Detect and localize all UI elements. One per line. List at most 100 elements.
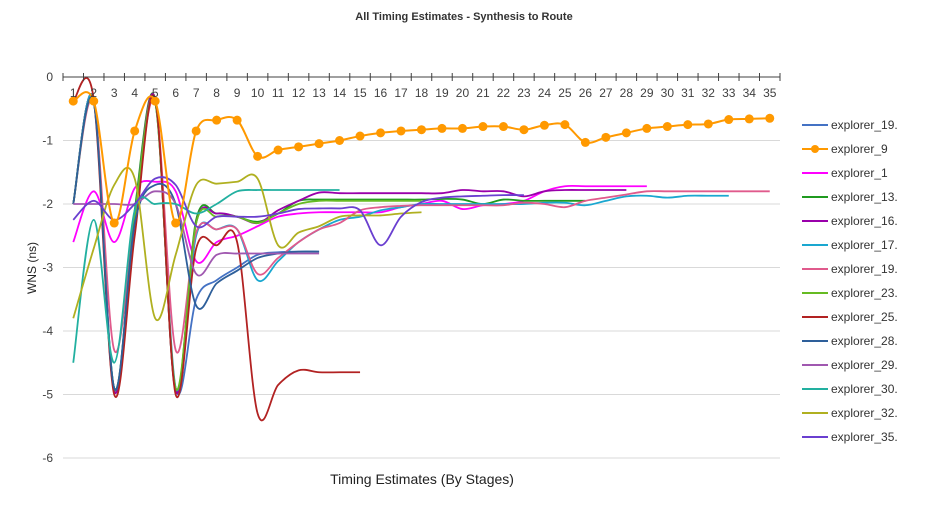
legend-item: explorer_16. (802, 214, 898, 228)
legend-item: explorer_13. (802, 190, 898, 204)
x-tick-label: 31 (681, 86, 695, 100)
x-tick-label: 5 (152, 86, 159, 100)
series-line (73, 190, 320, 277)
x-tick-label: 19 (435, 86, 449, 100)
x-tick-label: 16 (374, 86, 388, 100)
legend-label: explorer_35. (831, 430, 898, 444)
data-point (662, 122, 672, 132)
legend-item: explorer_17. (802, 238, 898, 252)
legend-item: explorer_29. (802, 358, 898, 372)
data-point (232, 115, 242, 125)
y-tick-label: -1 (42, 134, 53, 148)
chart-title: All Timing Estimates - Synthesis to Rout… (355, 11, 572, 23)
x-tick-label: 3 (111, 86, 118, 100)
y-tick-label: -3 (42, 261, 53, 275)
x-tick-label: 35 (763, 86, 777, 100)
series-line (72, 166, 422, 322)
data-point (642, 123, 652, 133)
data-point (294, 142, 304, 152)
x-tick-label: 8 (213, 86, 220, 100)
x-tick-label: 30 (661, 86, 675, 100)
data-point (130, 126, 140, 136)
data-point (191, 126, 201, 136)
x-tick-label: 7 (193, 86, 200, 100)
legend-marker (811, 145, 819, 153)
data-point (703, 119, 713, 129)
series-explorer-30 (72, 188, 340, 364)
legend-label: explorer_19. (831, 118, 898, 132)
data-point (478, 122, 488, 132)
series-line (72, 77, 361, 422)
legend-label: explorer_32. (831, 406, 898, 420)
legend-label: explorer_30. (831, 382, 898, 396)
series-explorer-32 (72, 166, 422, 322)
legend-item: explorer_23. (802, 286, 898, 300)
x-tick-label: 29 (640, 86, 654, 100)
legend-item: explorer_1 (802, 166, 888, 180)
x-tick-label: 11 (272, 86, 285, 100)
data-point (457, 123, 467, 133)
data-point (724, 115, 734, 125)
legend-label: explorer_23. (831, 286, 898, 300)
data-point (314, 139, 324, 149)
legend-item: explorer_19. (802, 118, 898, 132)
series-line (72, 176, 524, 247)
legend-label: explorer_19. (831, 262, 898, 276)
legend-label: explorer_1 (831, 166, 888, 180)
legend-item: explorer_9 (802, 142, 888, 156)
x-tick-label: 25 (558, 86, 572, 100)
x-tick-label: 12 (292, 86, 306, 100)
data-point (253, 151, 263, 161)
y-tick-label: -6 (42, 451, 53, 465)
data-point (498, 122, 508, 132)
legend-item: explorer_28. (802, 334, 898, 348)
legend-label: explorer_29. (831, 358, 898, 372)
legend-label: explorer_17. (831, 238, 898, 252)
x-tick-label: 21 (476, 86, 490, 100)
x-tick-label: 18 (415, 86, 429, 100)
series-explorer-9 (68, 91, 775, 228)
x-tick-label: 20 (456, 86, 470, 100)
x-tick-label: 27 (599, 86, 613, 100)
data-point (560, 120, 570, 130)
data-point (519, 125, 529, 135)
x-tick-label: 15 (353, 86, 367, 100)
series-line (72, 188, 340, 364)
data-point (765, 113, 775, 123)
x-tick-label: 34 (743, 86, 757, 100)
x-tick-label: 14 (333, 86, 347, 100)
series-line (72, 92, 586, 394)
data-point (621, 128, 631, 138)
data-point (109, 218, 119, 228)
y-tick-label: -5 (42, 388, 53, 402)
legend-label: explorer_9 (831, 142, 888, 156)
x-tick-label: 28 (620, 86, 634, 100)
x-tick-label: 9 (234, 86, 241, 100)
legend-label: explorer_28. (831, 334, 898, 348)
series-explorer-29 (73, 190, 320, 277)
x-tick-label: 2 (90, 86, 97, 100)
x-tick-label: 32 (702, 86, 716, 100)
legend-item: explorer_19. (802, 262, 898, 276)
y-tick-label: -2 (42, 197, 53, 211)
legend-item: explorer_30. (802, 382, 898, 396)
data-point (376, 128, 386, 138)
legend-item: explorer_32. (802, 406, 898, 420)
data-point (539, 120, 549, 130)
legend-item: explorer_35. (802, 430, 898, 444)
series-explorer-13 (72, 92, 586, 394)
legend-label: explorer_25. (831, 310, 898, 324)
data-point (89, 96, 99, 106)
x-tick-label: 10 (251, 86, 265, 100)
x-tick-label: 22 (497, 86, 511, 100)
x-tick-label: 1 (70, 86, 77, 100)
data-point (335, 136, 345, 145)
legend-label: explorer_16. (831, 214, 898, 228)
x-tick-label: 17 (394, 86, 408, 100)
x-tick-label: 23 (517, 86, 531, 100)
y-tick-label: 0 (46, 70, 53, 84)
x-tick-label: 24 (538, 86, 552, 100)
x-tick-label: 4 (131, 86, 138, 100)
